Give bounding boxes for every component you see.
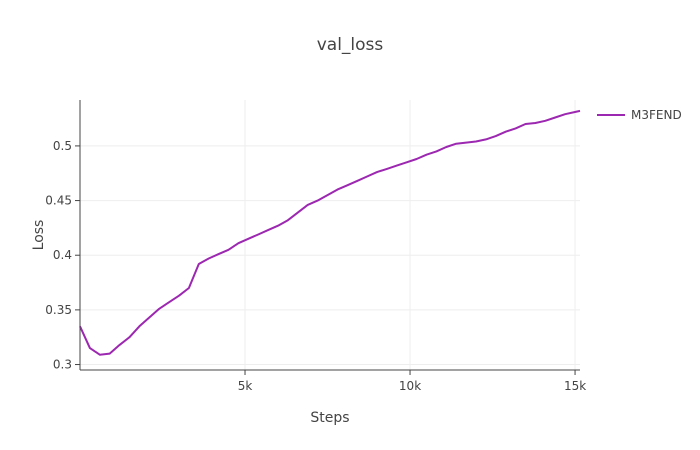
y-tick-label-2: 0.4 [53, 248, 72, 262]
ticks: 5k 10k 15k 0.3 0.35 0.4 0.45 0.5 [45, 139, 586, 393]
series-layer [79, 109, 581, 356]
x-axis-title: Steps [310, 410, 349, 426]
y-axis-title: Loss [31, 220, 47, 251]
x-tick-label-1: 10k [399, 379, 421, 393]
series-line-m3fend[interactable] [79, 109, 581, 356]
y-tick-label-3: 0.45 [45, 194, 72, 208]
legend-label-m3fend: M3FEND [631, 108, 682, 122]
y-tick-label-0: 0.3 [53, 358, 72, 372]
x-tick-label-2: 15k [564, 379, 586, 393]
grid [80, 100, 580, 370]
chart-title: val_loss [317, 35, 384, 55]
y-tick-label-1: 0.35 [45, 303, 72, 317]
x-tick-label-0: 5k [238, 379, 253, 393]
legend[interactable]: M3FEND [597, 108, 682, 122]
y-tick-label-4: 0.5 [53, 139, 72, 153]
